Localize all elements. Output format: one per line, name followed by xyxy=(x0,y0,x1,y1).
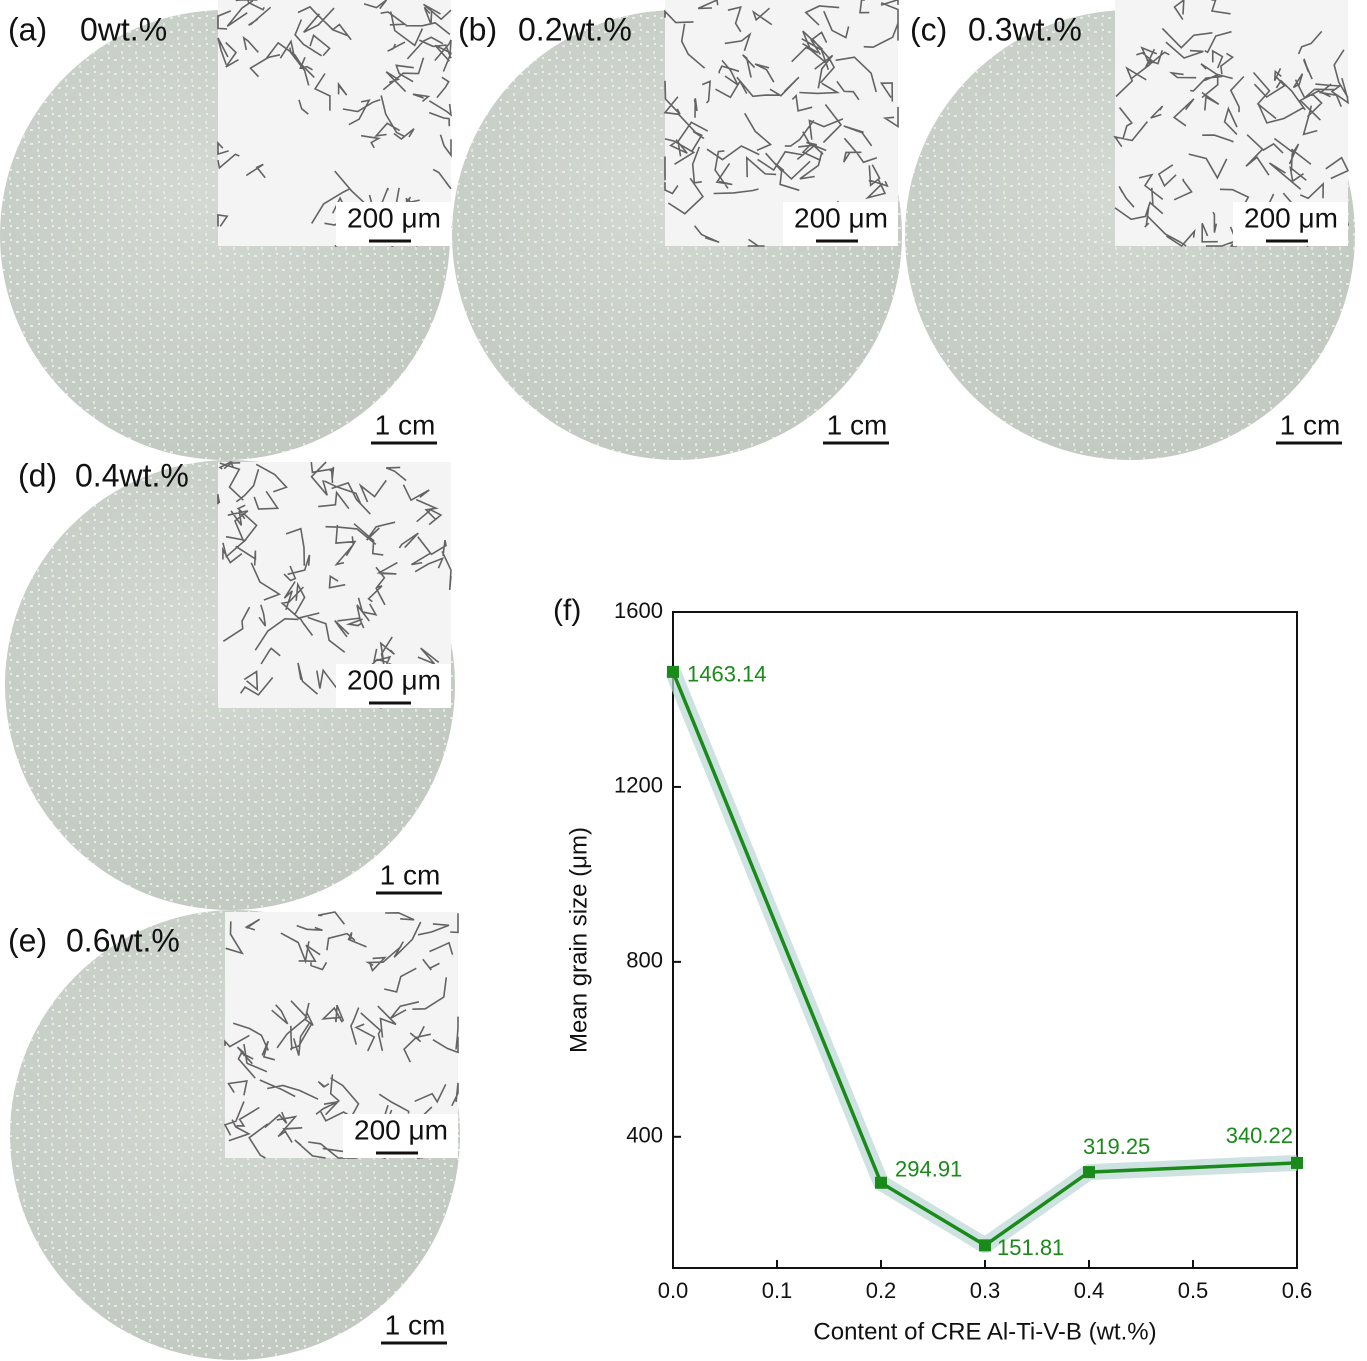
marker xyxy=(979,1239,991,1252)
inset-scale-label: 200 μm xyxy=(1244,202,1338,233)
panel-label: (a) xyxy=(8,11,47,47)
scale-label: 1 cm xyxy=(385,1309,446,1340)
x-tick-label: 0.3 xyxy=(970,1278,1001,1303)
data-label: 340.22 xyxy=(1226,1123,1293,1148)
x-tick-label: 0.2 xyxy=(866,1278,897,1303)
marker xyxy=(1083,1166,1095,1179)
panel-label: (f) xyxy=(553,594,581,627)
data-label: 1463.14 xyxy=(687,662,767,687)
panel-label: (c) xyxy=(910,11,947,47)
marker xyxy=(667,665,679,678)
y-tick-label: 400 xyxy=(626,1123,663,1148)
inset-scale-box xyxy=(1233,202,1348,246)
inset-scale-label: 200 μm xyxy=(794,202,888,233)
scale-label: 1 cm xyxy=(827,409,888,440)
y-tick-label: 1200 xyxy=(614,773,663,798)
uncertainty-band xyxy=(665,668,1298,1254)
panel-title: 0wt.% xyxy=(80,11,167,47)
x-tick-label: 0.5 xyxy=(1178,1278,1209,1303)
inset-scale-box xyxy=(783,202,898,246)
inset-scale-label: 200 μm xyxy=(354,1114,448,1145)
x-tick-label: 0.1 xyxy=(762,1278,793,1303)
panel-title: 0.6wt.% xyxy=(66,922,180,958)
x-tick-label: 0.6 xyxy=(1282,1278,1313,1303)
grain-boundaries xyxy=(217,460,452,709)
scale-label: 1 cm xyxy=(380,859,441,890)
panel-label: (e) xyxy=(8,922,47,958)
panel-title: 0.4wt.% xyxy=(75,457,189,493)
y-tick-label: 800 xyxy=(626,948,663,973)
y-axis-label: Mean grain size (μm) xyxy=(565,827,592,1053)
inset-scale-label: 200 μm xyxy=(347,664,441,695)
inset-scale-box xyxy=(336,202,451,246)
inset-scale-box xyxy=(343,1114,458,1158)
inset-scale-box xyxy=(336,664,451,708)
y-tick-label: 1600 xyxy=(614,598,663,623)
x-tick-label: 0.0 xyxy=(658,1278,689,1303)
panel-label: (b) xyxy=(458,11,497,47)
x-axis-label: Content of CRE Al-Ti-V-B (wt.%) xyxy=(813,1318,1156,1345)
inset-scale-label: 200 μm xyxy=(347,202,441,233)
data-label: 151.81 xyxy=(997,1235,1064,1260)
grain-boundaries xyxy=(1113,0,1350,248)
panel-title: 0.3wt.% xyxy=(968,11,1082,47)
marker xyxy=(1291,1156,1303,1169)
panel-label: (d) xyxy=(18,457,57,493)
scale-label: 1 cm xyxy=(1280,409,1341,440)
data-label: 319.25 xyxy=(1083,1134,1150,1159)
marker xyxy=(875,1176,887,1189)
data-label: 294.91 xyxy=(895,1157,962,1182)
scale-label: 1 cm xyxy=(375,409,436,440)
chart: 400 800 1200 1600 0.0 0.1 0.2 0.3 0.4 0.5 0.6 Conte… xyxy=(553,594,1312,1345)
panel-title: 0.2wt.% xyxy=(518,11,632,47)
x-tick-label: 0.4 xyxy=(1074,1278,1105,1303)
